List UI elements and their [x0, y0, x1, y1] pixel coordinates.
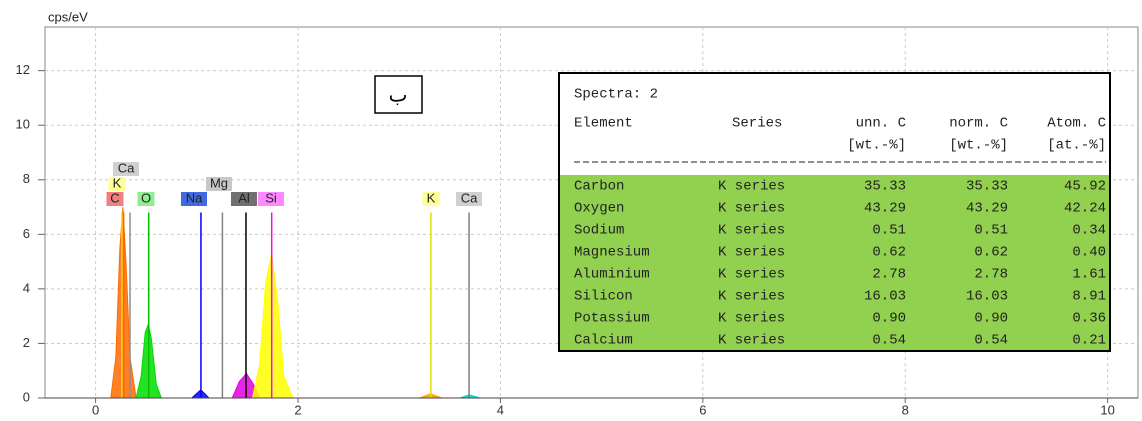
- y-tick-label: 12: [16, 62, 30, 77]
- x-tick-label: 6: [699, 402, 706, 417]
- table-cell: 16.03: [864, 289, 906, 305]
- x-tick-label: 10: [1100, 402, 1114, 417]
- element-label: Ca: [461, 190, 478, 205]
- table-cell: 2.78: [872, 267, 906, 283]
- element-label: K: [113, 175, 122, 190]
- element-label-box: [231, 192, 257, 206]
- x-tick-label: 0: [92, 402, 99, 417]
- table-cell: 0.51: [872, 223, 906, 239]
- element-label-box: [422, 192, 440, 206]
- table-cell: 16.03: [966, 289, 1008, 305]
- table-header: Atom. C: [1047, 116, 1106, 132]
- table-cell: Oxygen: [574, 201, 624, 217]
- element-label-box: [181, 192, 207, 206]
- y-tick-label: 6: [23, 226, 30, 241]
- table-header: norm. C: [949, 116, 1008, 132]
- results-table: Spectra: 2 Element Series unn. C norm. C Atom…: [558, 72, 1111, 352]
- element-label: Al: [238, 190, 250, 205]
- table-cell: 0.21: [1072, 333, 1106, 349]
- table-cell: 45.92: [1064, 179, 1106, 195]
- table-unit: [at.-%]: [1047, 138, 1106, 154]
- spectrum-peak: [251, 253, 294, 399]
- table-cell: K series: [718, 223, 785, 239]
- table-highlight: [560, 175, 1109, 350]
- element-label-box: [456, 192, 482, 206]
- table-cell: 0.54: [974, 333, 1008, 349]
- x-tick-label: 4: [497, 402, 504, 417]
- element-label-box: [108, 177, 126, 191]
- table-cell: Aluminium: [574, 267, 650, 283]
- element-label: Na: [186, 190, 203, 205]
- x-tick-label: 8: [902, 402, 909, 417]
- y-tick-label: 4: [23, 280, 30, 295]
- table-header: Element: [574, 116, 633, 132]
- annotation-box: [374, 75, 423, 114]
- x-tick-label: 2: [294, 402, 301, 417]
- element-label-box: [113, 162, 139, 176]
- table-header: Series: [732, 116, 782, 132]
- table-header: unn. C: [856, 116, 906, 132]
- table-cell: K series: [718, 311, 785, 327]
- element-label: Si: [265, 190, 277, 205]
- table-cell: K series: [718, 179, 785, 195]
- table-cell: 0.40: [1072, 245, 1106, 261]
- table-cell: 35.33: [864, 179, 906, 195]
- table-cell: 35.33: [966, 179, 1008, 195]
- table-cell: K series: [718, 201, 785, 217]
- table-cell: K series: [718, 289, 785, 305]
- table-cell: 43.29: [864, 201, 906, 217]
- element-label: Ca: [118, 160, 135, 175]
- y-tick-label: 10: [16, 117, 30, 132]
- y-axis-label: cps/eV: [48, 9, 88, 24]
- table-title: Spectra: 2: [574, 87, 658, 103]
- element-label: O: [141, 190, 151, 205]
- table-cell: 0.62: [974, 245, 1008, 261]
- table-cell: 0.36: [1072, 311, 1106, 327]
- element-label-box: [137, 192, 155, 206]
- element-label: K: [427, 190, 436, 205]
- element-label: Mg: [210, 175, 228, 190]
- table-cell: Carbon: [574, 179, 624, 195]
- table-unit: [wt.-%]: [949, 138, 1008, 154]
- y-tick-label: 2: [23, 335, 30, 350]
- table-cell: K series: [718, 333, 785, 349]
- element-label-box: [258, 192, 284, 206]
- table-cell: Potassium: [574, 311, 650, 327]
- table-cell: 0.90: [872, 311, 906, 327]
- table-cell: 1.61: [1072, 267, 1106, 283]
- table-cell: Magnesium: [574, 245, 650, 261]
- table-cell: K series: [718, 245, 785, 261]
- y-tick-label: 0: [23, 389, 30, 404]
- table-cell: Calcium: [574, 333, 633, 349]
- table-cell: Sodium: [574, 223, 624, 239]
- table-cell: 0.34: [1072, 223, 1106, 239]
- table-cell: 0.62: [872, 245, 906, 261]
- table-cell: 43.29: [966, 201, 1008, 217]
- table-unit: [wt.-%]: [847, 138, 906, 154]
- element-label-box: [106, 192, 124, 206]
- table-cell: Silicon: [574, 289, 633, 305]
- annotation: ب: [389, 84, 408, 106]
- table-cell: 42.24: [1064, 201, 1106, 217]
- element-label-box: [206, 177, 232, 191]
- table-cell: 0.54: [872, 333, 906, 349]
- table-cell: 2.78: [974, 267, 1008, 283]
- y-tick-label: 8: [23, 171, 30, 186]
- table-cell: 0.51: [974, 223, 1008, 239]
- element-label: C: [110, 190, 119, 205]
- table-cell: 8.91: [1072, 289, 1106, 305]
- table-cell: K series: [718, 267, 785, 283]
- table-cell: 0.90: [974, 311, 1008, 327]
